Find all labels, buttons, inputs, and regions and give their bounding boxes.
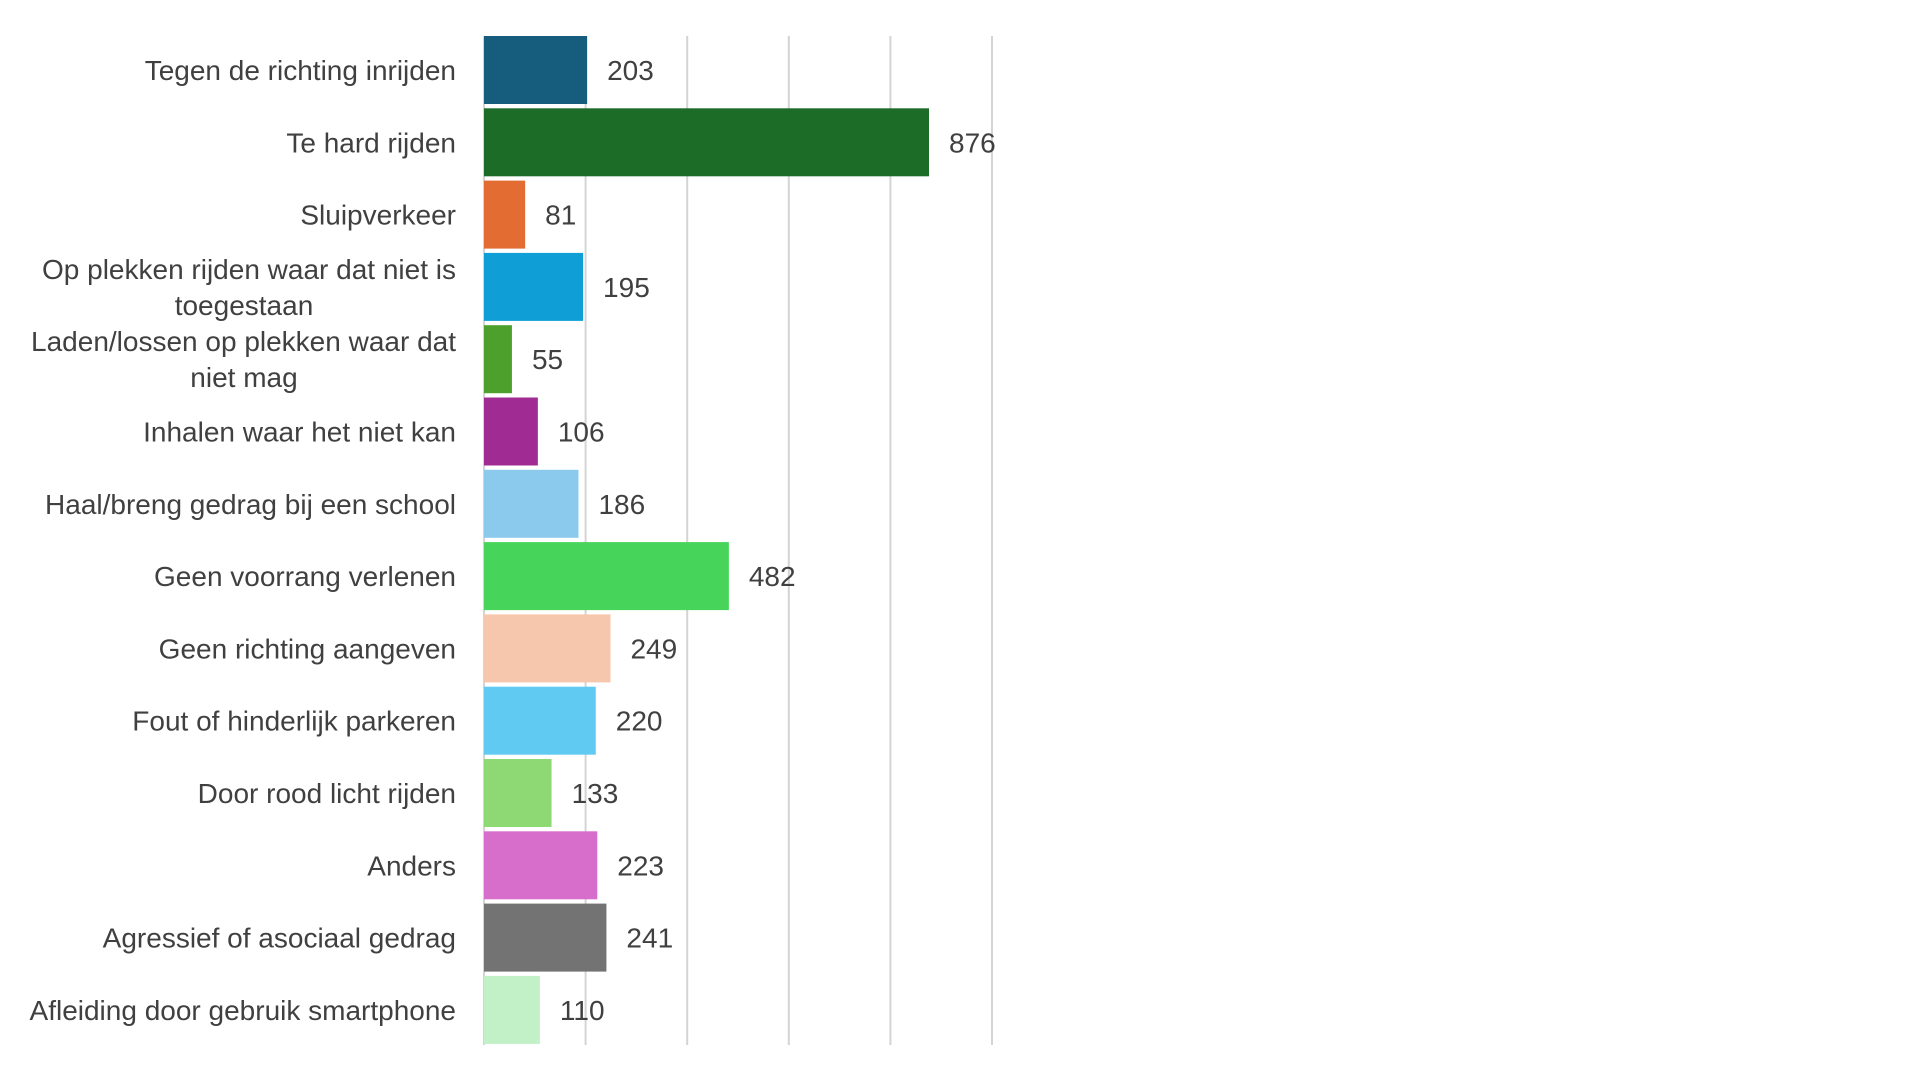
- category-label-0: Tegen de richting inrijden: [145, 55, 456, 86]
- value-label-13: 110: [560, 995, 605, 1026]
- bar-7: [484, 542, 729, 611]
- category-label-5: Inhalen waar het niet kan: [143, 417, 456, 448]
- category-label-4-line-0: Laden/lossen op plekken waar dat: [31, 326, 456, 357]
- bar-9: [484, 686, 596, 755]
- category-label-4-line-1: niet mag: [190, 362, 297, 393]
- category-label-7: Geen voorrang verlenen: [154, 561, 456, 592]
- category-label-11: Anders: [367, 850, 456, 881]
- category-label-2: Sluipverkeer: [300, 200, 456, 231]
- category-label-8: Geen richting aangeven: [159, 633, 456, 664]
- value-label-8: 249: [630, 633, 677, 664]
- value-label-7: 482: [749, 561, 796, 592]
- bar-2: [484, 180, 526, 249]
- category-label-1: Te hard rijden: [286, 127, 456, 158]
- bar-1: [484, 108, 930, 177]
- category-label-9: Fout of hinderlijk parkeren: [132, 706, 456, 737]
- bar-3: [484, 252, 584, 321]
- value-label-0: 203: [607, 55, 654, 86]
- bar-12: [484, 903, 607, 972]
- value-label-10: 133: [572, 778, 619, 809]
- bar-11: [484, 831, 598, 900]
- value-label-6: 186: [598, 489, 645, 520]
- category-label-12: Agressief of asociaal gedrag: [103, 923, 456, 954]
- category-label-10: Door rood licht rijden: [198, 778, 456, 809]
- category-label-3-line-1: toegestaan: [175, 290, 314, 321]
- category-label-3-line-0: Op plekken rijden waar dat niet is: [42, 254, 456, 285]
- category-label-6: Haal/breng gedrag bij een school: [45, 489, 456, 520]
- bar-8: [484, 614, 611, 683]
- value-labels: 203 876 81 195 55 106 186 482 249 220 133 223 241 110: [532, 55, 996, 1026]
- value-label-1: 876: [949, 127, 996, 158]
- bars: [484, 36, 930, 1044]
- value-label-5: 106: [558, 417, 605, 448]
- bar-0: [484, 36, 588, 104]
- value-label-2: 81: [545, 200, 576, 231]
- value-label-3: 195: [603, 272, 650, 303]
- value-label-11: 223: [617, 850, 664, 881]
- value-label-12: 241: [626, 923, 673, 954]
- bar-6: [484, 469, 579, 538]
- value-label-9: 220: [616, 706, 663, 737]
- bar-5: [484, 397, 538, 466]
- bar-13: [484, 975, 540, 1044]
- category-labels: Tegen de richting inrijden Te hard rijden…: [30, 55, 457, 1026]
- bar-10: [484, 759, 552, 827]
- category-label-13: Afleiding door gebruik smartphone: [30, 995, 456, 1026]
- bar-4: [484, 325, 512, 394]
- value-label-4: 55: [532, 344, 563, 375]
